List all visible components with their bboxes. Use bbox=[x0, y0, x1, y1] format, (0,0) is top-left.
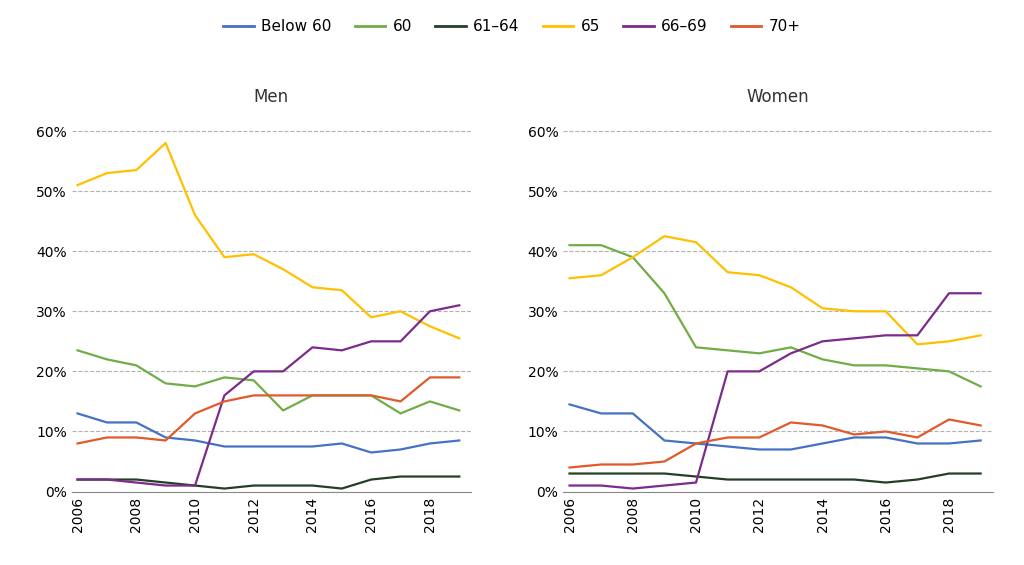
Legend: Below 60, 60, 61–64, 65, 66–69, 70+: Below 60, 60, 61–64, 65, 66–69, 70+ bbox=[217, 14, 807, 41]
Title: Women: Women bbox=[746, 88, 810, 106]
Title: Men: Men bbox=[254, 88, 289, 106]
